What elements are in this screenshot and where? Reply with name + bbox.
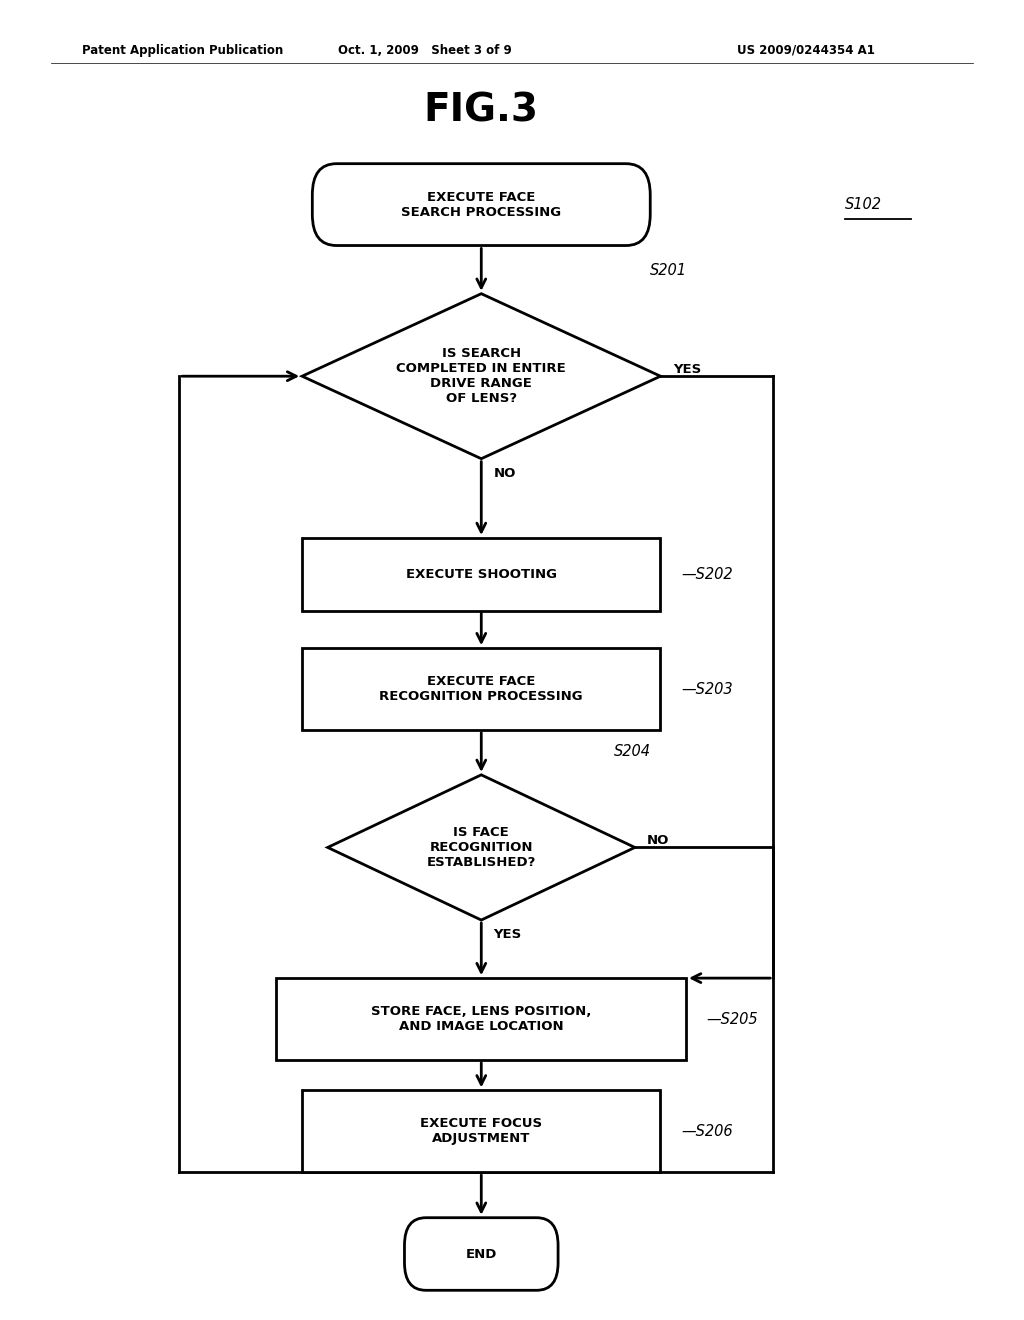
Bar: [302, 1090, 660, 1172]
Text: YES: YES: [673, 363, 701, 376]
Text: —S202: —S202: [681, 566, 732, 582]
Bar: [276, 978, 686, 1060]
Text: STORE FACE, LENS POSITION,
AND IMAGE LOCATION: STORE FACE, LENS POSITION, AND IMAGE LOC…: [371, 1005, 592, 1034]
Text: —S205: —S205: [707, 1011, 758, 1027]
Text: US 2009/0244354 A1: US 2009/0244354 A1: [737, 44, 876, 57]
Text: EXECUTE SHOOTING: EXECUTE SHOOTING: [406, 568, 557, 581]
Text: YES: YES: [494, 928, 522, 941]
Text: FIG.3: FIG.3: [424, 92, 539, 129]
FancyBboxPatch shape: [404, 1217, 558, 1291]
Text: IS FACE
RECOGNITION
ESTABLISHED?: IS FACE RECOGNITION ESTABLISHED?: [427, 826, 536, 869]
Text: NO: NO: [494, 467, 516, 479]
Text: EXECUTE FACE
SEARCH PROCESSING: EXECUTE FACE SEARCH PROCESSING: [401, 190, 561, 219]
Text: Oct. 1, 2009   Sheet 3 of 9: Oct. 1, 2009 Sheet 3 of 9: [338, 44, 512, 57]
Polygon shape: [302, 294, 660, 459]
Text: END: END: [466, 1247, 497, 1261]
Text: S201: S201: [650, 263, 687, 279]
FancyBboxPatch shape: [312, 164, 650, 246]
Text: NO: NO: [647, 834, 670, 847]
Text: Patent Application Publication: Patent Application Publication: [82, 44, 284, 57]
Text: EXECUTE FOCUS
ADJUSTMENT: EXECUTE FOCUS ADJUSTMENT: [420, 1117, 543, 1146]
Polygon shape: [328, 775, 635, 920]
Text: —S203: —S203: [681, 681, 732, 697]
Bar: [302, 539, 660, 610]
Text: —S206: —S206: [681, 1123, 732, 1139]
Text: S204: S204: [614, 744, 651, 759]
Bar: [302, 648, 660, 730]
Text: S102: S102: [845, 197, 882, 213]
Text: EXECUTE FACE
RECOGNITION PROCESSING: EXECUTE FACE RECOGNITION PROCESSING: [380, 675, 583, 704]
Text: IS SEARCH
COMPLETED IN ENTIRE
DRIVE RANGE
OF LENS?: IS SEARCH COMPLETED IN ENTIRE DRIVE RANG…: [396, 347, 566, 405]
